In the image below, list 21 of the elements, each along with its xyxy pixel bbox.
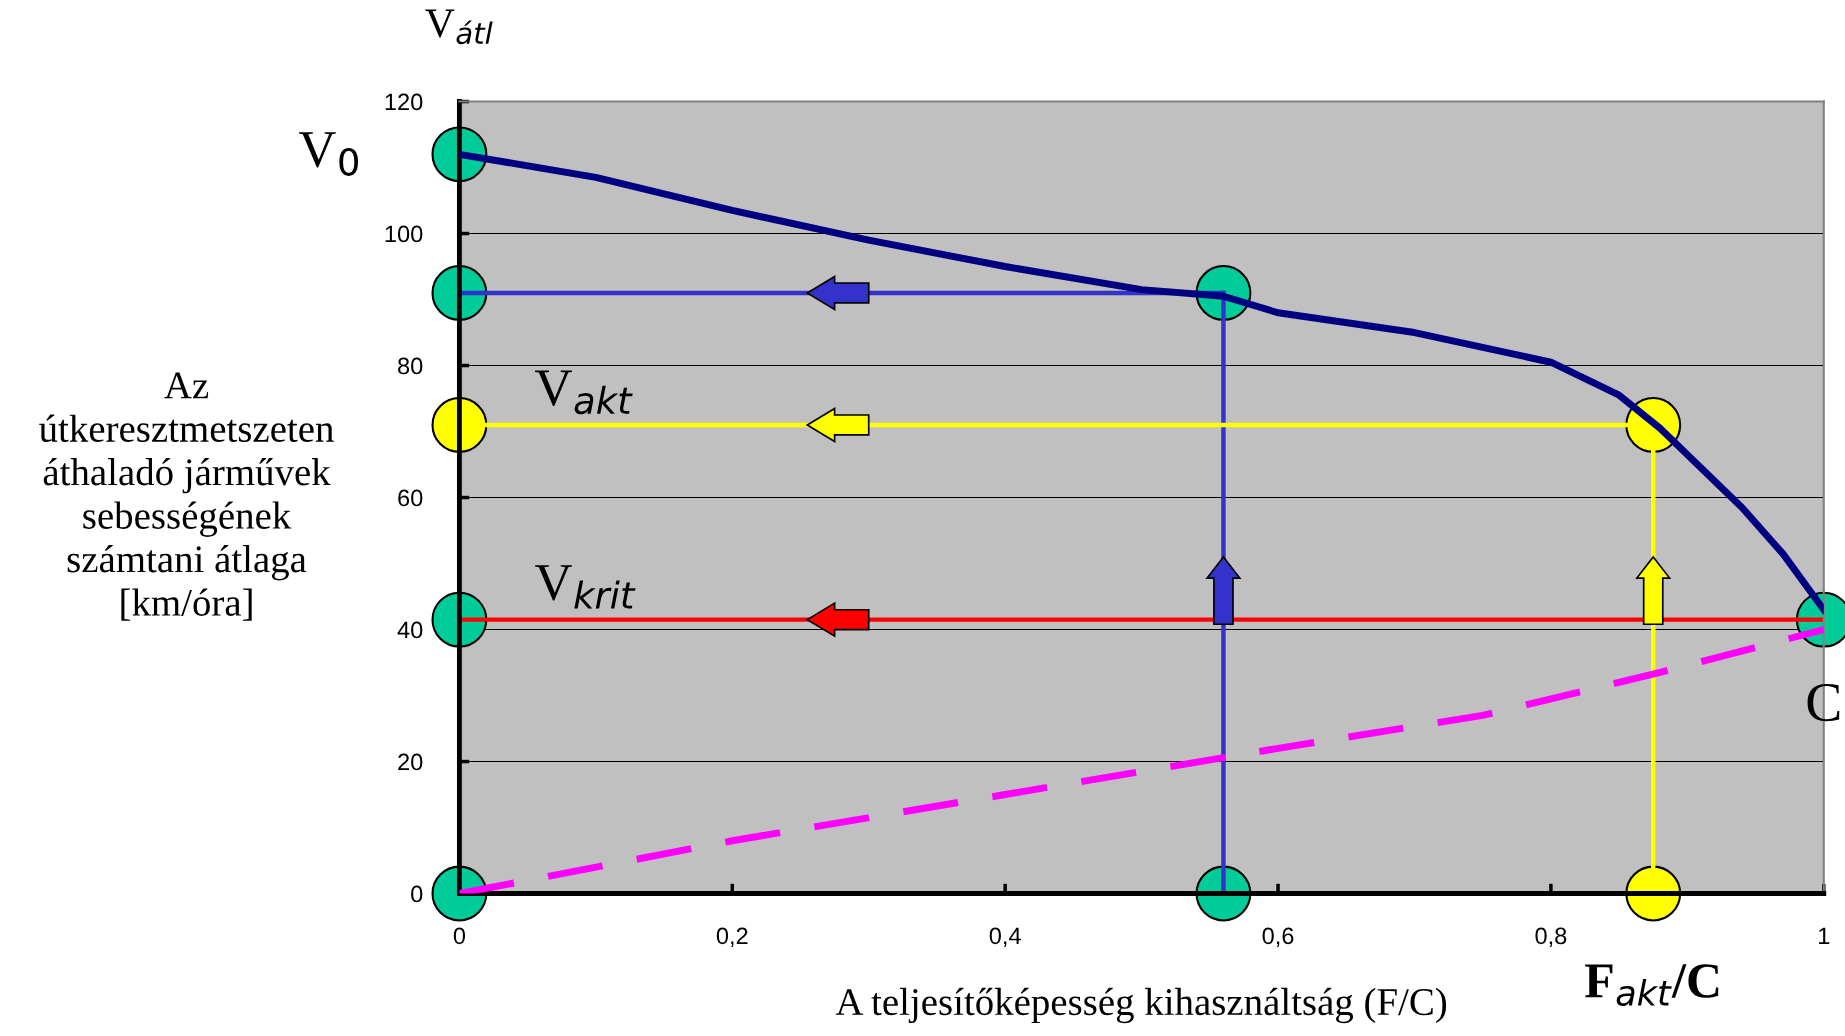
x-tick-label: 0,4: [989, 927, 1021, 948]
x-tick-label: 0,6: [1262, 927, 1294, 948]
y-tick-label: 40: [397, 621, 423, 639]
y-axis-title: Az útkeresztmetszeten áthaladó járművek sebességének számtani átlaga [km/óra]: [39, 372, 334, 621]
annotation: C: [1807, 683, 1840, 722]
x-axis-title: A teljesítőképesség kihasználtság (F/C): [835, 987, 1447, 1024]
y-tick-label: 0: [411, 885, 423, 903]
x-tick-label: 0,2: [716, 927, 748, 948]
x-tick-label: 0,8: [1535, 927, 1567, 948]
annotation: V$_{akt}$: [535, 370, 633, 415]
x-tick-label: 0: [453, 927, 466, 945]
y-tick-label: 60: [398, 489, 423, 507]
x-tick-label: 1: [1819, 927, 1830, 944]
y-tick-label: 80: [398, 357, 423, 375]
annotation: V$_{0}$: [298, 132, 358, 176]
annotation: F$_{akt}$/C: [1585, 964, 1719, 1006]
annotation: V$_{krit}$: [535, 565, 636, 609]
text: V$_{átl}$: [425, 9, 493, 45]
y-tick-label: 100: [385, 225, 423, 243]
y-tick-label: 20: [398, 753, 423, 771]
y-tick-label: 120: [385, 93, 423, 111]
